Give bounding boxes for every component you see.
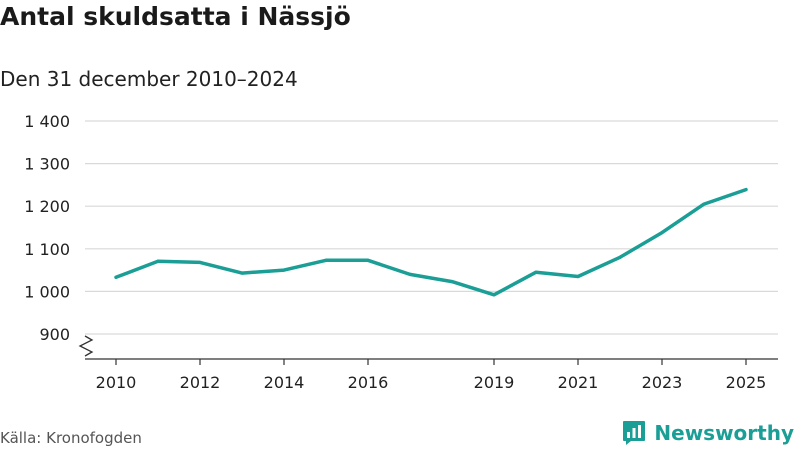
data-point — [324, 258, 328, 262]
x-tick-label: 2025 — [726, 373, 767, 392]
x-tick-label: 2019 — [474, 373, 515, 392]
y-tick-label: 1 100 — [24, 240, 70, 259]
y-tick-label: 1 200 — [24, 197, 70, 216]
y-tick-label: 1 400 — [24, 112, 70, 131]
data-point — [408, 272, 412, 276]
x-tick-label: 2021 — [558, 373, 599, 392]
data-point — [282, 268, 286, 272]
data-point — [114, 275, 118, 279]
bar-chart-logo-icon — [623, 421, 646, 445]
data-point — [240, 271, 244, 275]
data-point — [534, 270, 538, 274]
data-point — [198, 260, 202, 264]
line-chart: 900 1 000 1 100 1 200 1 300 1 400 2010 2012 2014… — [24, 112, 778, 392]
y-tick-label: 1 000 — [24, 282, 70, 301]
data-point — [744, 188, 748, 192]
source-note: Källa: Kronofogden — [0, 429, 142, 447]
data-point — [492, 293, 496, 297]
brand-name: Newsworthy — [654, 421, 794, 445]
grid-layer — [85, 120, 778, 335]
chart-subtitle: Den 31 december 2010–2024 — [0, 67, 298, 91]
data-point — [366, 258, 370, 262]
data-point — [660, 231, 664, 235]
y-tick-label: 1 300 — [24, 155, 70, 174]
series-line — [114, 187, 748, 297]
axis-layer — [78, 335, 778, 365]
series-layer — [114, 187, 748, 297]
chart-title: Antal skuldsatta i Nässjö — [0, 2, 351, 31]
x-tick-label: 2016 — [348, 373, 389, 392]
axis-break-icon — [78, 335, 94, 357]
label-layer: 900 1 000 1 100 1 200 1 300 1 400 2010 2012 2014… — [24, 112, 766, 392]
x-tick-label: 2010 — [96, 373, 137, 392]
y-tick-label: 900 — [39, 325, 70, 344]
data-point — [702, 202, 706, 206]
x-tick-label: 2023 — [642, 373, 683, 392]
x-tick-label: 2012 — [180, 373, 221, 392]
data-point — [450, 280, 454, 284]
data-point — [618, 255, 622, 259]
data-point — [156, 259, 160, 263]
x-tick-label: 2014 — [264, 373, 305, 392]
data-point — [576, 274, 580, 278]
brand-logo[interactable]: Newsworthy — [622, 420, 794, 446]
